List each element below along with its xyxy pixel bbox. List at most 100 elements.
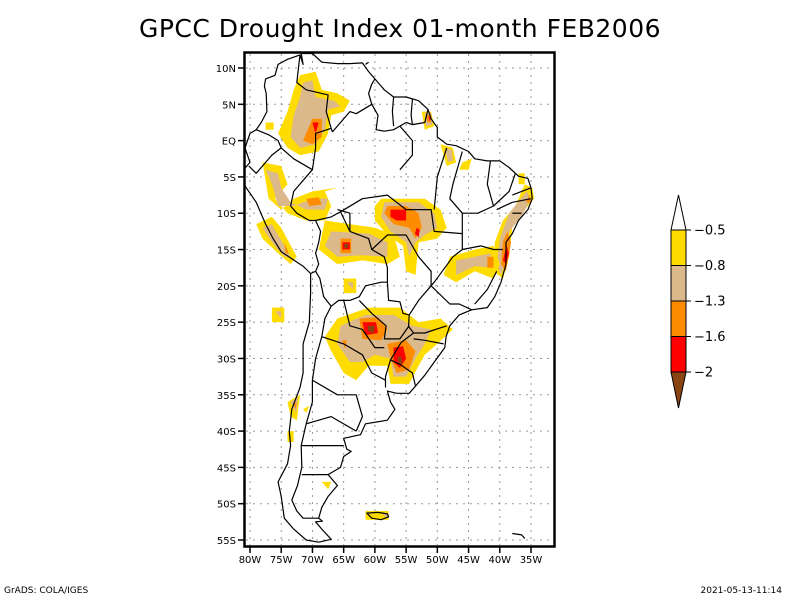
y-tick-label: 5S [223,173,236,184]
drought-contour-level-1 [303,405,310,413]
y-axis: 10N 5N EQ 5S 10S 15S 20S 25S 30S 35S 40S 45S 50S 55S [216,64,245,547]
y-tick-label: 30S [217,354,236,365]
state-border [512,187,532,196]
state-border [449,151,463,234]
x-tick-label: 40W [488,555,511,566]
state-border [371,234,432,316]
y-tick-label: 25S [217,318,236,329]
x-tick-label: 50W [426,555,449,566]
border-uruguay-argentina [384,359,392,388]
state-border [340,194,463,235]
drought-contour-level-5 [367,325,375,333]
x-tick-label: 70W [301,555,324,566]
colorbar-tick-label: −0.5 [694,224,726,239]
drought-contour-level-1 [459,158,472,170]
trinidad-island [365,61,369,65]
x-tick-label: 65W [332,555,355,566]
y-tick-label: 20S [217,282,236,293]
state-border [496,198,532,211]
state-border [399,125,413,171]
x-tick-label: 55W [395,555,418,566]
y-tick-label: 35S [217,391,236,402]
drought-contour-level-4 [390,209,407,221]
x-tick-label: 75W [270,555,293,566]
drought-contour-level-5 [344,243,348,249]
state-border [493,173,516,207]
x-tick-label: 60W [364,555,387,566]
x-tick-label: 35W [520,555,543,566]
province-border [312,379,363,432]
south-georgia-island [512,532,526,539]
state-border [413,338,444,345]
y-tick-label: 10N [216,64,236,75]
drought-contour-level-2 [290,80,341,148]
grid-lines [246,54,553,545]
drought-contour-level-2 [444,147,453,162]
border-colombia-peru-brazil [280,127,332,171]
colorbar-tick-label: −2 [694,366,713,381]
drought-contour-level-1 [271,307,285,323]
state-border [413,325,447,334]
colorbar-bin [670,336,687,373]
state-border [430,285,472,311]
y-tick-label: 5N [222,100,236,111]
y-tick-label: EQ [222,137,236,148]
state-border [474,271,498,305]
drought-contour-level-1 [262,162,338,221]
falkland-islands [366,511,390,521]
border-suriname-guiana [410,99,413,125]
y-tick-label: 40S [217,427,236,438]
drought-contour-level-2 [456,253,494,275]
grads-credit: GrADS: COLA/IGES [4,586,89,596]
x-tick-label: 80W [239,555,262,566]
state-border [337,209,351,232]
colorbar-bin [670,229,687,266]
state-border [430,233,463,287]
colorbar-tick-label: −0.8 [694,259,726,274]
border-ecuador [248,129,282,174]
colorbar-tick-label: −1.6 [694,330,726,345]
drought-contour-level-2 [381,513,388,519]
drought-contour-level-1 [518,173,525,185]
drought-contour-level-5 [397,356,403,365]
province-border [306,416,357,432]
y-tick-label: 45S [217,463,236,474]
y-tick-label: 15S [217,246,236,257]
y-tick-label: 50S [217,500,236,511]
timestamp: 2021-05-13-11:14 [700,586,783,596]
border-guianas-brazil [371,104,429,132]
colorbar-legend: −0.5 −0.8 −1.3 −1.6 −2 [670,194,726,409]
colorbar-upper-arrow [670,194,687,231]
colorbar-tick-label: −1.3 [694,295,726,310]
x-tick-label: 45W [457,555,480,566]
coastline-borders [245,53,533,543]
border-guyana-suriname [391,96,395,127]
drought-contour-level-3 [487,256,494,268]
y-tick-label: 55S [217,536,236,547]
drought-contour-level-1 [321,481,332,490]
coastline-south-america [245,53,533,543]
drought-contour-level-3 [306,197,322,206]
map-frame [243,51,556,548]
colorbar-lower-arrow [670,371,687,409]
colorbar-bin [670,265,687,302]
drought-shading [256,71,535,520]
province-border [343,300,385,349]
drought-contour-level-4 [312,122,319,134]
x-axis: 80W 75W 70W 65W 60W 55W 50W 45W 40W 35W [239,547,543,566]
colorbar-bin [670,300,687,337]
y-tick-label: 10S [217,209,236,220]
border-bolivia [315,211,388,307]
state-border [462,245,503,251]
drought-contour-level-2 [346,282,353,290]
map-title: GPCC Drought Index 01-month FEB2006 [138,14,662,43]
drought-contour-level-4 [414,227,420,238]
state-border [433,147,448,210]
province-border [321,336,386,381]
border-peru-brazil-bolivia [290,169,322,275]
border-chile-argentina [291,305,332,519]
drought-contour-level-2 [275,311,282,319]
drought-contour-level-3 [284,242,289,254]
drought-contour-level-1 [265,122,274,130]
